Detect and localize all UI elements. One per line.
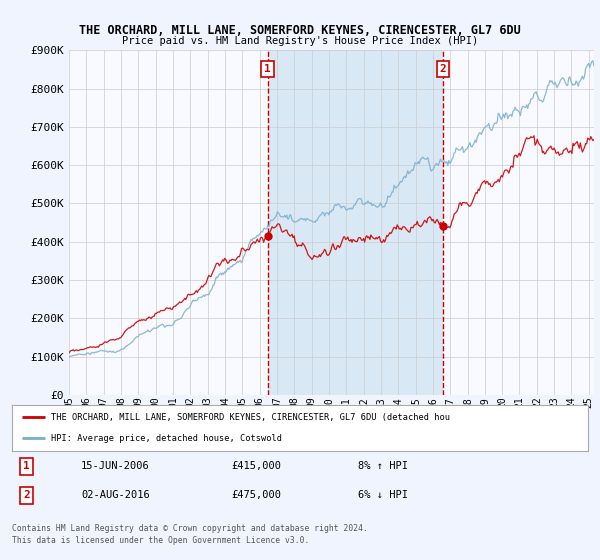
Text: £415,000: £415,000: [231, 461, 281, 472]
Text: This data is licensed under the Open Government Licence v3.0.: This data is licensed under the Open Gov…: [12, 536, 310, 545]
Text: HPI: Average price, detached house, Cotswold: HPI: Average price, detached house, Cots…: [51, 434, 282, 443]
Text: 1: 1: [23, 461, 30, 472]
Text: Price paid vs. HM Land Registry's House Price Index (HPI): Price paid vs. HM Land Registry's House …: [122, 36, 478, 46]
Text: 6% ↓ HPI: 6% ↓ HPI: [358, 491, 407, 501]
Text: Contains HM Land Registry data © Crown copyright and database right 2024.: Contains HM Land Registry data © Crown c…: [12, 524, 368, 533]
Text: 8% ↑ HPI: 8% ↑ HPI: [358, 461, 407, 472]
Text: 1: 1: [264, 64, 271, 74]
Text: £475,000: £475,000: [231, 491, 281, 501]
Text: 15-JUN-2006: 15-JUN-2006: [81, 461, 150, 472]
Text: THE ORCHARD, MILL LANE, SOMERFORD KEYNES, CIRENCESTER, GL7 6DU: THE ORCHARD, MILL LANE, SOMERFORD KEYNES…: [79, 24, 521, 36]
Bar: [268, 50, 443, 395]
Text: 2: 2: [440, 64, 446, 74]
Text: THE ORCHARD, MILL LANE, SOMERFORD KEYNES, CIRENCESTER, GL7 6DU (detached hou: THE ORCHARD, MILL LANE, SOMERFORD KEYNES…: [51, 413, 450, 422]
Text: 2: 2: [23, 491, 30, 501]
Text: 02-AUG-2016: 02-AUG-2016: [81, 491, 150, 501]
